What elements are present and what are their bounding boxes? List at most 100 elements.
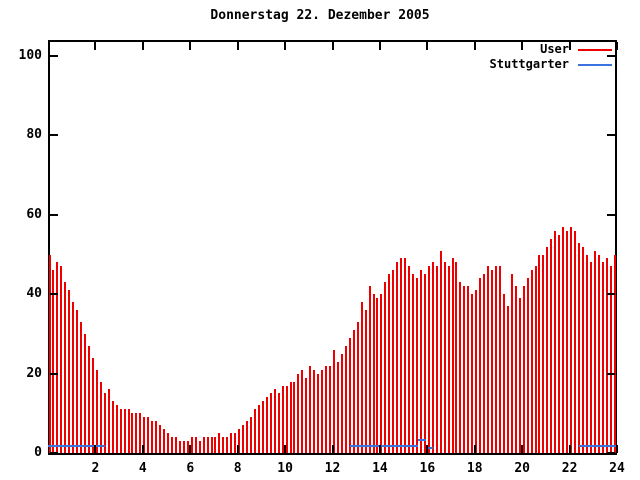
impulse-bar <box>558 234 561 453</box>
impulse-bar <box>593 250 596 453</box>
x-tick-bottom <box>521 445 524 453</box>
impulse-bar <box>80 322 83 453</box>
impulse-bar <box>392 270 395 453</box>
impulse-bar <box>329 365 332 453</box>
impulse-bar <box>194 437 197 453</box>
impulse-bar <box>459 282 462 453</box>
x-tick-label: 8 <box>233 461 242 476</box>
impulse-bar <box>467 286 470 453</box>
impulse-bar <box>155 421 158 453</box>
y-tick-label: 80 <box>26 127 42 143</box>
impulse-bar <box>491 270 494 453</box>
impulse-bar <box>261 401 264 453</box>
impulse-bar <box>119 409 122 453</box>
impulse-bar <box>289 381 292 453</box>
x-tick-bottom <box>141 445 144 453</box>
legend-item-user: User <box>400 42 612 57</box>
legend-label-stuttgarter: Stuttgarter <box>489 57 569 71</box>
stuttgarter-line-segment <box>579 445 617 448</box>
impulse-bar <box>127 409 130 453</box>
impulse-bar <box>506 306 509 453</box>
impulse-bar <box>230 433 233 453</box>
impulse-bar <box>186 441 189 453</box>
legend-line-user-swatch <box>578 48 612 51</box>
impulse-bar <box>435 266 438 453</box>
chart-title: Donnerstag 22. Dezember 2005 <box>210 8 430 23</box>
impulse-bar <box>384 282 387 453</box>
impulse-bar <box>91 357 94 453</box>
impulse-bar <box>253 409 256 453</box>
impulse-bar <box>210 437 213 453</box>
impulse-bar <box>514 286 517 453</box>
impulse-bar <box>487 266 490 453</box>
x-tick-label: 10 <box>277 461 293 476</box>
impulse-bar <box>143 417 146 453</box>
stuttgarter-line-segment <box>417 439 427 442</box>
x-tick-top <box>616 42 618 50</box>
impulse-bar <box>475 290 478 453</box>
impulse-bar <box>333 349 335 453</box>
impulse-bar <box>419 270 422 453</box>
impulse-bar <box>443 262 446 453</box>
impulse-bar <box>589 262 592 453</box>
x-tick-label: 20 <box>514 461 530 476</box>
y-tick-left <box>50 55 58 57</box>
impulse-bar <box>423 274 426 453</box>
impulse-bar <box>356 322 359 453</box>
impulse-bar <box>313 369 316 453</box>
impulse-bar <box>352 329 355 453</box>
x-tick-label: 24 <box>609 461 625 476</box>
y-tick-right <box>607 293 615 296</box>
x-tick-top <box>141 42 144 50</box>
x-tick-top <box>284 42 287 50</box>
impulse-bar <box>439 250 442 453</box>
impulse-bar <box>226 437 229 453</box>
stuttgarter-line-segment <box>350 445 418 448</box>
y-tick-right <box>607 452 615 454</box>
impulse-bar <box>111 401 114 453</box>
y-tick-label: 100 <box>18 48 42 63</box>
impulse-bar <box>388 274 391 453</box>
impulse-bar <box>182 441 185 453</box>
impulse-bar <box>566 230 569 453</box>
stuttgarter-line-segment <box>48 445 105 448</box>
x-tick-top <box>331 42 334 50</box>
impulse-bar <box>84 333 87 453</box>
impulse-bar <box>613 254 616 453</box>
impulse-bar <box>522 286 525 453</box>
impulse-bar <box>103 393 106 453</box>
legend-item-stuttgarter: Stuttgarter <box>400 57 612 72</box>
impulse-bar <box>257 405 260 453</box>
impulse-bar <box>52 270 55 453</box>
impulse-bar <box>269 393 272 453</box>
impulse-bar <box>518 298 521 453</box>
x-tick-label: 12 <box>324 461 341 476</box>
impulse-bar <box>380 294 383 453</box>
impulse-bar <box>601 262 604 453</box>
y-tick-right <box>607 213 615 216</box>
impulse-bar <box>64 282 67 453</box>
y-tick-left <box>50 452 58 454</box>
x-tick-label: 4 <box>138 461 147 476</box>
impulse-bar <box>293 381 296 453</box>
impulse-bar <box>277 393 280 453</box>
impulse-bar <box>368 286 371 453</box>
x-tick-bottom <box>378 445 381 453</box>
y-tick-right <box>607 55 615 57</box>
y-tick-label: 0 <box>34 445 42 460</box>
impulse-bar <box>510 274 513 453</box>
legend: User Stuttgarter <box>400 42 612 72</box>
impulse-bar <box>376 298 379 453</box>
x-tick-bottom <box>426 445 429 453</box>
impulse-bar <box>471 294 474 453</box>
impulse-bar <box>68 290 71 453</box>
impulse-bar <box>336 361 339 453</box>
y-tick-left <box>50 134 58 137</box>
x-tick-top <box>426 42 429 50</box>
x-tick-label: 18 <box>466 461 483 476</box>
impulse-bar <box>88 345 90 453</box>
impulse-bar <box>581 246 584 453</box>
x-tick-bottom <box>616 445 618 453</box>
impulse-bar <box>455 262 458 453</box>
